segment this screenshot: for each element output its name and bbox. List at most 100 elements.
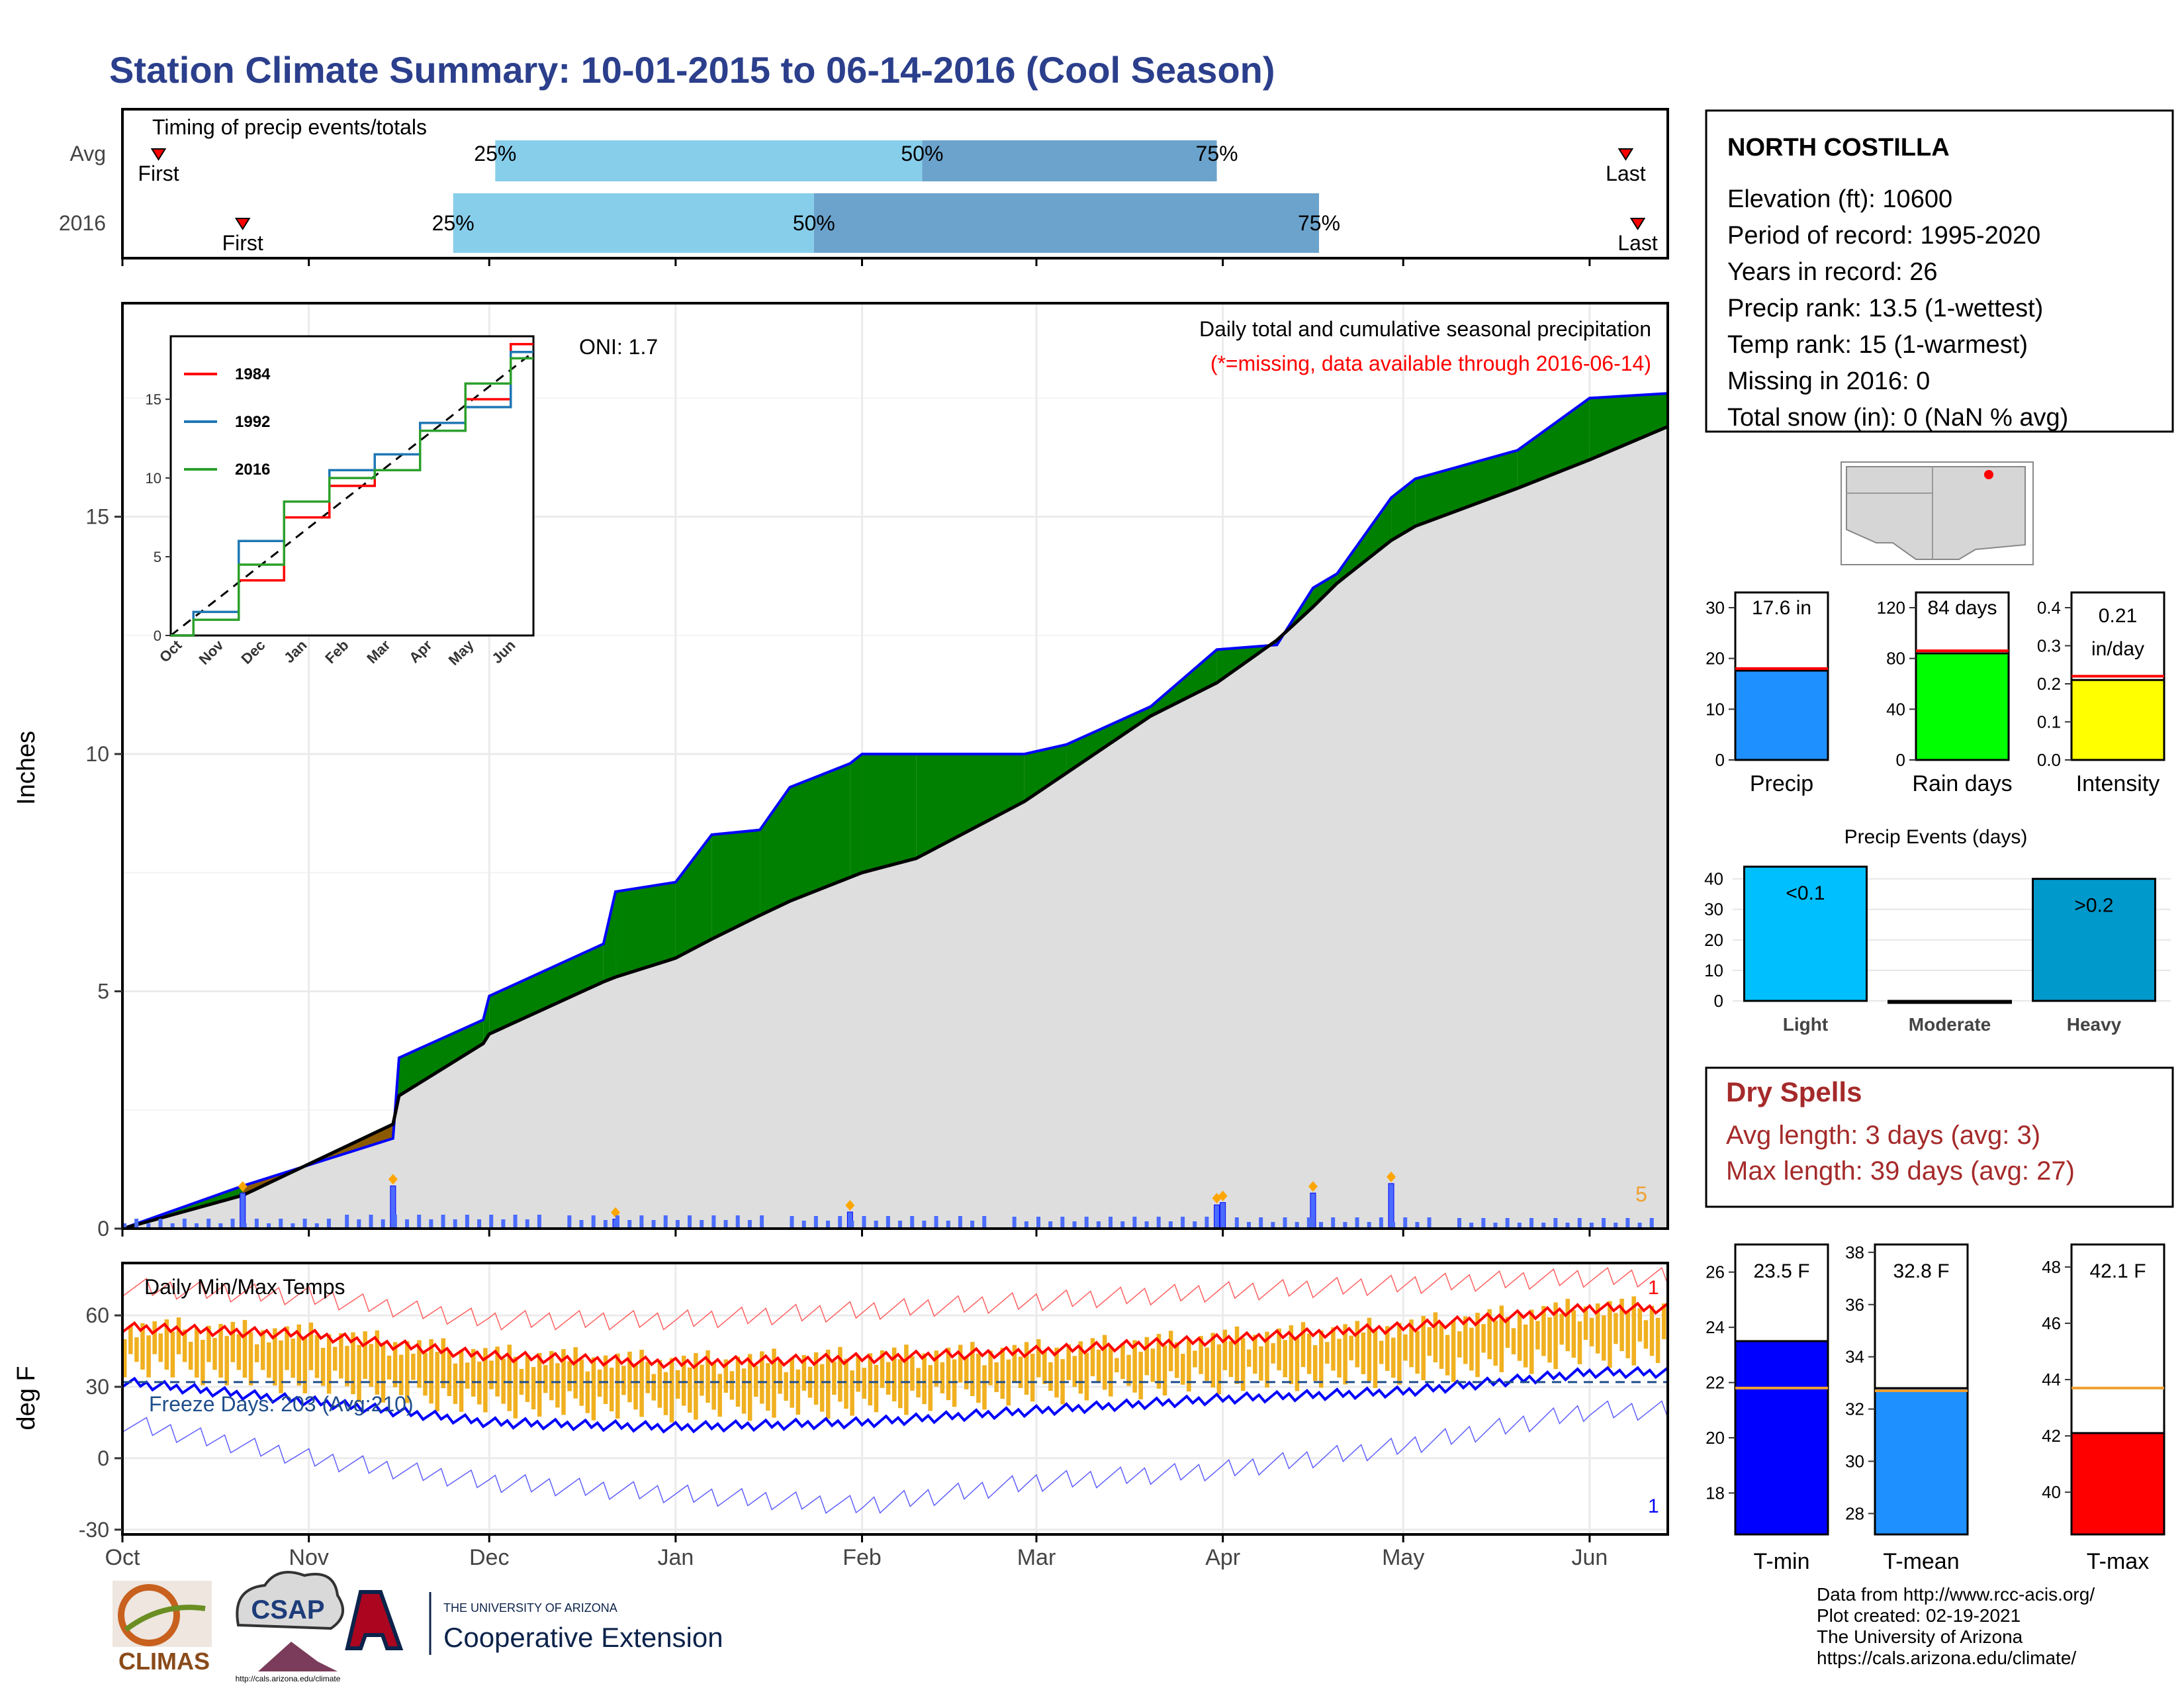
daily-precip-bar xyxy=(760,1215,764,1229)
first-marker-icon xyxy=(234,218,251,230)
surplus-area xyxy=(1337,497,1392,583)
daily-precip-bar xyxy=(477,1219,482,1229)
daily-temp-range-bar xyxy=(1661,1303,1666,1340)
daily-temp-range-bar xyxy=(796,1369,801,1415)
daily-temp-range-bar xyxy=(291,1338,295,1378)
timing-panel: Timing of precip events/totals Avg 2016 … xyxy=(59,108,1669,266)
page-title: Station Climate Summary: 10-01-2015 to 0… xyxy=(109,49,1275,91)
daily-precip-bar xyxy=(182,1219,187,1229)
precip-events-chart: Precip Events (days) 0 10 20 30 40 <0.1 Light M… xyxy=(1704,826,2171,1035)
daily-temp-range-bar xyxy=(555,1363,560,1408)
surplus-area xyxy=(603,891,616,982)
daily-precip-bar xyxy=(291,1223,295,1229)
daily-precip-bar xyxy=(240,1192,246,1229)
inset-y-tick-label: 10 xyxy=(146,470,161,487)
station-line-missing: Missing in 2016: 0 xyxy=(1727,367,1930,395)
temp-bar-y-tick-label: 20 xyxy=(1706,1428,1725,1448)
precip-caption: Daily total and cumulative seasonal prec… xyxy=(1199,317,1651,341)
events-bar-label: >0.2 xyxy=(2074,895,2113,917)
daily-precip-bar xyxy=(1036,1217,1041,1229)
daily-temp-range-bar xyxy=(206,1325,211,1362)
daily-temp-range-bar xyxy=(1012,1344,1017,1382)
raindays-mini-value: 84 days xyxy=(1927,597,1997,619)
timing-bars: 25% 50% 75% First Last 25% 50% 75% First Last xyxy=(121,140,1658,266)
daily-precip-bar xyxy=(838,1216,842,1229)
daily-precip-spikes xyxy=(122,1171,1654,1229)
temp-bar-y-tick-label: 46 xyxy=(2042,1313,2061,1333)
daily-temp-range-bar xyxy=(976,1353,981,1403)
daily-precip-bar xyxy=(1048,1221,1053,1229)
month-tick-label: Jun xyxy=(1571,1545,1608,1570)
raindays-mini-label: Rain days xyxy=(1912,771,2012,796)
heavy-event-marker-icon xyxy=(845,1199,855,1211)
temp-content xyxy=(121,1263,1669,1534)
daily-temp-range-bar xyxy=(1054,1347,1059,1398)
temp-y-tick-label: 60 xyxy=(85,1303,109,1327)
daily-temp-range-bar xyxy=(1156,1334,1161,1389)
daily-precip-bar xyxy=(195,1223,199,1229)
temp-bottom-count: 1 xyxy=(1648,1495,1659,1517)
daily-precip-bar xyxy=(1295,1222,1299,1229)
daily-temp-range-bar xyxy=(1649,1305,1655,1356)
daily-temp-range-bar xyxy=(1193,1350,1197,1368)
daily-temp-range-bar xyxy=(453,1363,458,1404)
daily-precip-bar xyxy=(688,1215,692,1229)
precip-mini-bar xyxy=(1734,669,1829,761)
daily-temp-range-bar xyxy=(838,1346,842,1402)
daily-temp-range-bar xyxy=(844,1358,848,1409)
timing-label-50: 50% xyxy=(793,211,835,235)
daily-temp-range-bar xyxy=(164,1319,169,1370)
daily-precip-bar xyxy=(579,1220,584,1229)
raindays-mini-y-tick-label: 80 xyxy=(1886,649,1905,669)
daily-temp-range-bar xyxy=(1559,1313,1564,1345)
daily-precip-bar xyxy=(813,1216,818,1229)
daily-temp-range-bar xyxy=(669,1358,674,1423)
daily-precip-bar xyxy=(1493,1223,1498,1229)
station-line-years: Years in record: 26 xyxy=(1727,258,1938,286)
footer-line-university: The University of Arizona xyxy=(1817,1626,2023,1647)
daily-temp-range-bar xyxy=(1541,1305,1546,1356)
daily-precip-bar xyxy=(254,1219,259,1229)
daily-temp-range-bar xyxy=(1210,1333,1215,1388)
daily-precip-bar xyxy=(134,1219,139,1229)
daily-temp-range-bar xyxy=(1517,1313,1522,1361)
daily-temp-range-bar xyxy=(1048,1362,1053,1391)
daily-temp-range-bar xyxy=(1631,1296,1636,1366)
intensity-mini-bar xyxy=(2070,679,2165,761)
average-cumulative-line xyxy=(122,425,1668,1231)
timing-row-2016-label: 2016 xyxy=(59,211,106,235)
timing-label-25: 25% xyxy=(432,211,475,235)
timing-row-avg-label: Avg xyxy=(69,142,106,165)
daily-temp-range-bar xyxy=(1614,1313,1618,1344)
footer-line-url: https://cals.arizona.edu/climate/ xyxy=(1817,1648,2076,1668)
daily-temp-range-bar xyxy=(826,1349,831,1419)
ua-small-text: THE UNIVERSITY OF ARIZONA xyxy=(443,1601,617,1615)
daily-temp-range-bar xyxy=(423,1352,428,1396)
inset-series-line xyxy=(171,357,533,637)
precip-y-tick-label: 15 xyxy=(85,505,109,529)
daily-temp-range-bar xyxy=(1120,1343,1125,1380)
daily-temp-range-bar xyxy=(279,1340,283,1393)
timing-bar-q50-q75 xyxy=(813,193,1320,253)
daily-temp-range-bar xyxy=(1132,1340,1137,1393)
daily-precip-bar xyxy=(1205,1217,1209,1229)
csap-mountain-icon xyxy=(258,1642,338,1671)
daily-temp-range-bar xyxy=(1415,1331,1420,1374)
surplus-area xyxy=(1150,649,1217,716)
daily-precip-bar xyxy=(1355,1217,1359,1229)
surplus-area xyxy=(760,787,790,915)
daily-temp-range-bar xyxy=(1216,1344,1222,1395)
daily-precip-bar xyxy=(1096,1221,1101,1229)
daily-temp-range-bar xyxy=(1505,1317,1510,1348)
daily-temp-range-bar xyxy=(351,1332,355,1395)
daily-temp-range-bar xyxy=(1523,1324,1528,1368)
daily-temp-range-bar xyxy=(308,1322,314,1370)
daily-temp-range-bar xyxy=(874,1364,879,1413)
daily-temp-range-bar xyxy=(1078,1341,1083,1394)
month-tick-label: May xyxy=(1382,1545,1424,1570)
daily-temp-range-bar xyxy=(1265,1331,1269,1388)
daily-temp-range-bar xyxy=(411,1354,416,1380)
daily-precip-bar xyxy=(1271,1222,1275,1229)
daily-temp-range-bar xyxy=(1042,1350,1047,1384)
inset-legend-label: 2016 xyxy=(235,461,270,479)
